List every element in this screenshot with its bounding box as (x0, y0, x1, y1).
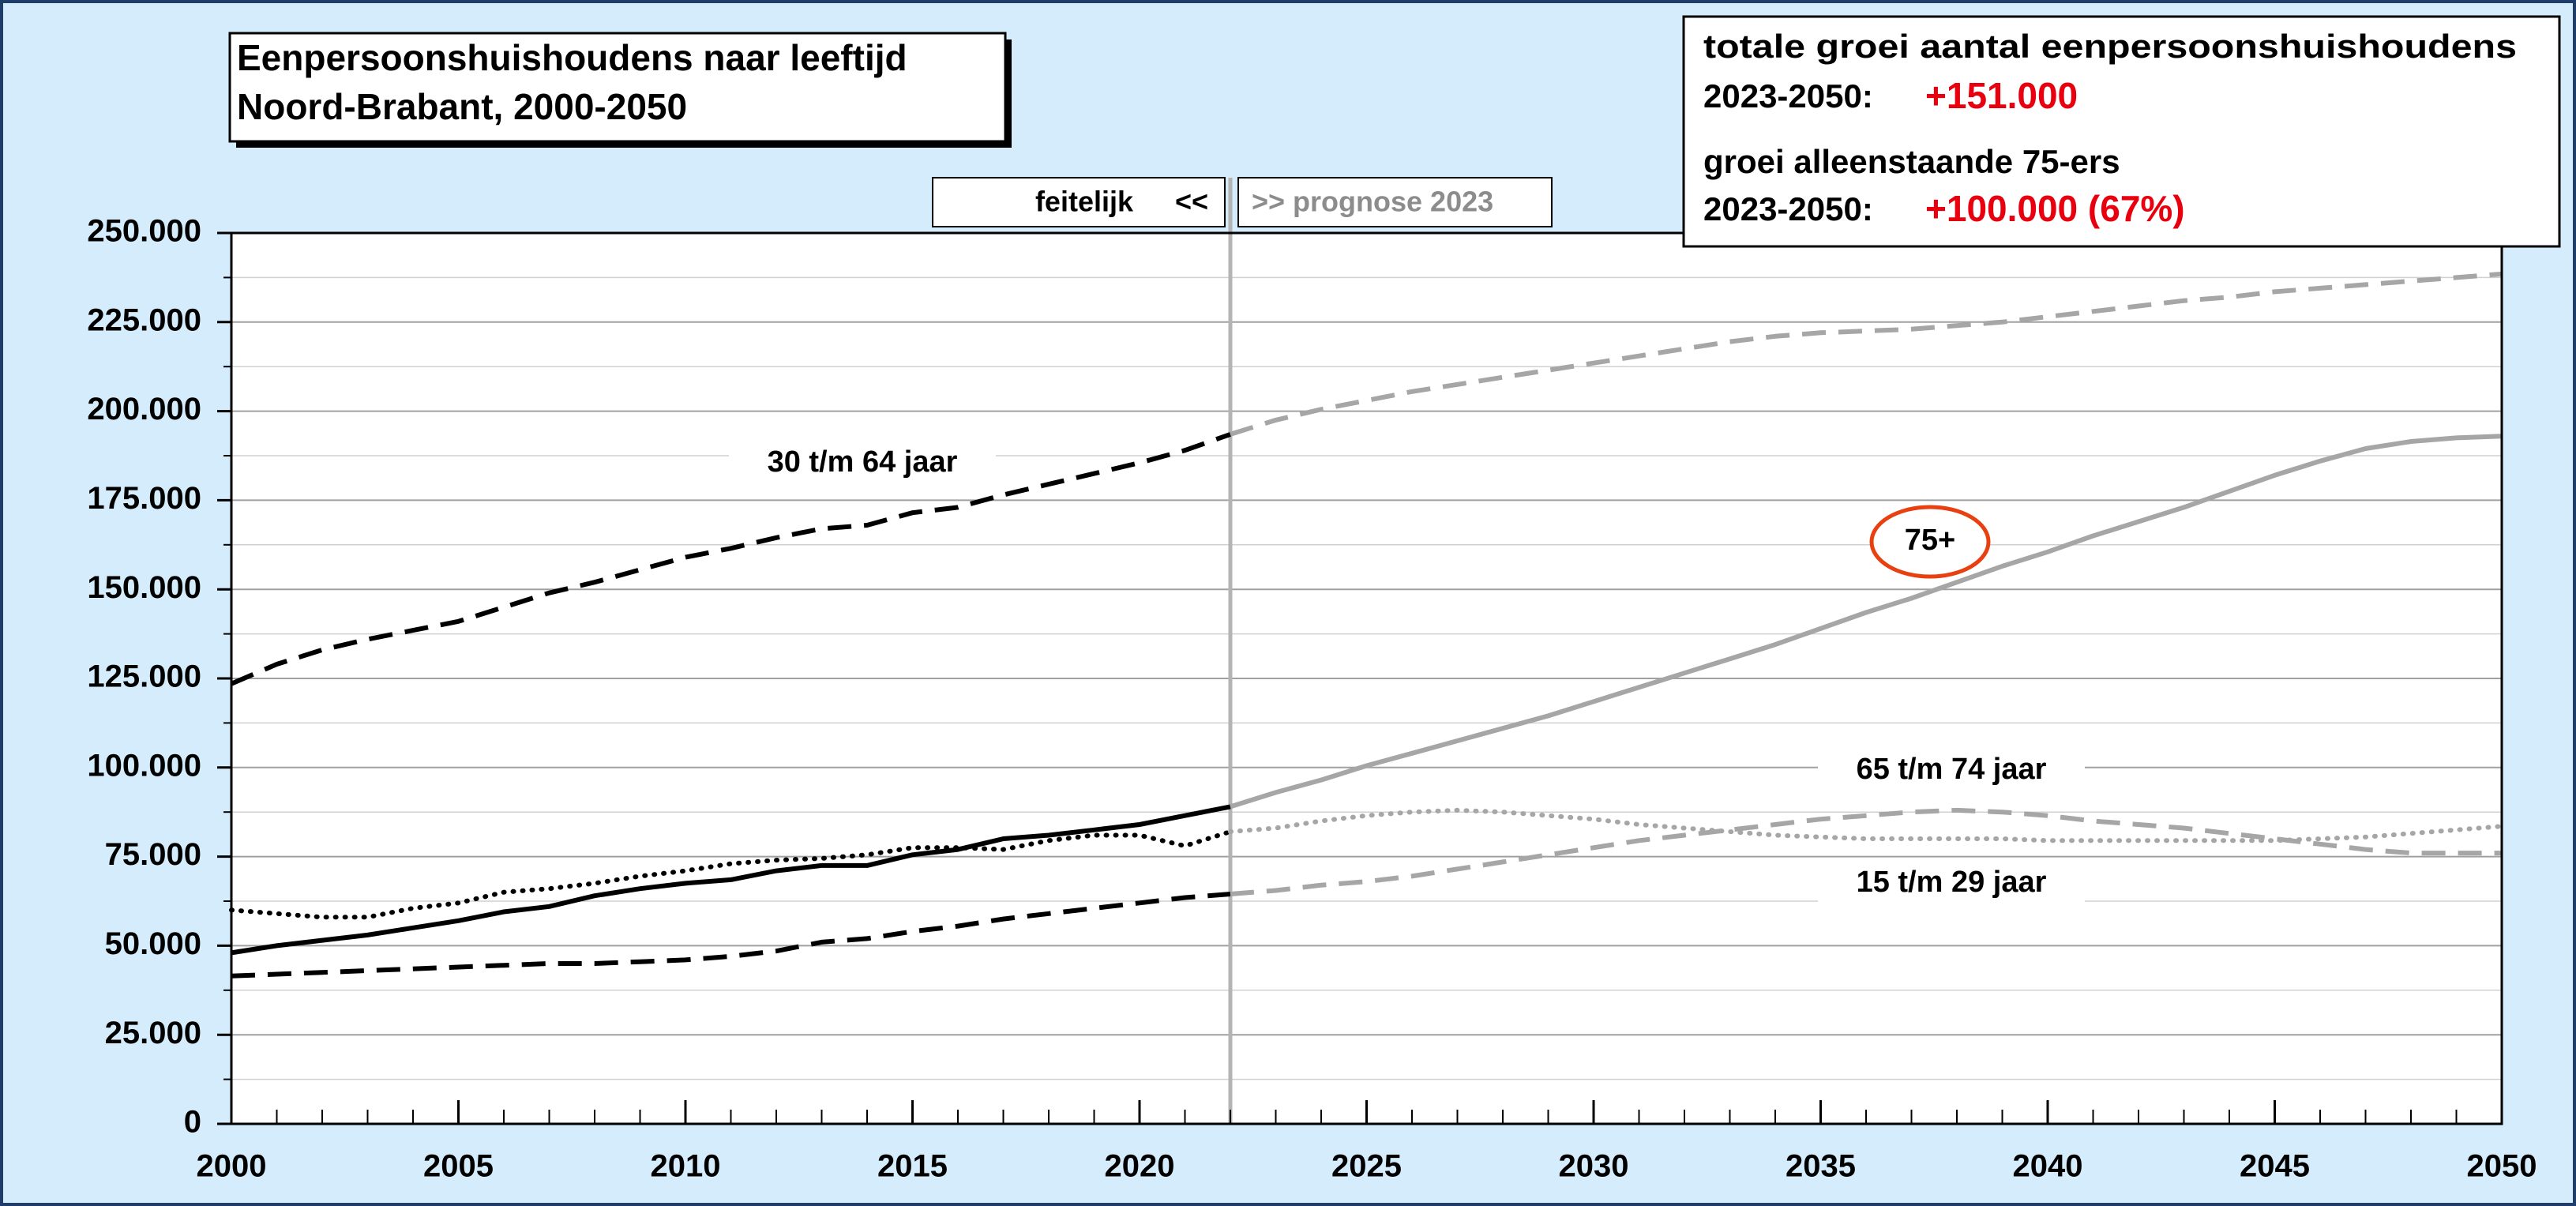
label-highlight (1869, 505, 1991, 579)
chart-title: Noord-Brabant, 2000-2050 (237, 86, 687, 127)
series-label: 15 t/m 29 jaar (1857, 866, 2047, 899)
x-tick-label: 2005 (423, 1149, 494, 1184)
info-box: totale groei aantal eenpersoonshuishoude… (1682, 15, 2561, 248)
period-labels: feitelijk << >> prognose 2023 (932, 177, 1553, 227)
info-value: +100.000 (67%) (1925, 188, 2185, 229)
x-tick-label: 2050 (2467, 1149, 2537, 1184)
x-tick-label: 2045 (2240, 1149, 2310, 1184)
label-background (729, 443, 996, 484)
actual-label: feitelijk (1035, 186, 1134, 218)
y-tick-label: 100.000 (87, 748, 201, 783)
series-line (231, 804, 1231, 956)
series-label: 65 t/m 74 jaar (1857, 753, 2047, 786)
series-line (231, 892, 1231, 979)
y-tick-label: 200.000 (87, 392, 201, 426)
title-frame (228, 32, 1007, 143)
x-tick-label: 2040 (2013, 1149, 2083, 1184)
annotations: 75+ 65 t/m 74 jaar 30 t/m 64 jaar 15 t/m 29… (729, 443, 2085, 904)
y-tick-label: 50.000 (105, 926, 201, 961)
grid (231, 232, 2502, 1125)
info-text: totale groei aantal eenpersoonshuishoude… (1703, 28, 2517, 65)
info-text: 2023-2050: (1703, 190, 1873, 227)
forecast-box (1237, 177, 1553, 227)
info-text: 2023-2050: (1703, 77, 1873, 115)
x-tick-label: 2000 (197, 1149, 267, 1184)
y-tick-label: 225.000 (87, 302, 201, 337)
y-tick-label: 75.000 (105, 837, 201, 872)
axes: 0 25.000 50.000 75.000 100.000 125.000 150.000… (87, 214, 2537, 1184)
y-tick-label: 250.000 (87, 214, 201, 249)
y-tick-label: 0 (184, 1105, 201, 1140)
actual-arrow: << (1175, 186, 1208, 218)
label-background (1818, 750, 2085, 791)
lines (229, 178, 2504, 1124)
actual-box (932, 177, 1226, 227)
info-text: groei alleenstaande 75-ers (1703, 143, 2120, 180)
series-label: 75+ (1905, 524, 1955, 557)
chart-title: Eenpersoonshuishoudens naar leeftijd (237, 37, 907, 78)
x-tick-label: 2015 (877, 1149, 948, 1184)
x-tick-label: 2025 (1331, 1149, 1402, 1184)
x-tick-label: 2020 (1105, 1149, 1175, 1184)
info-frame (1682, 15, 2561, 248)
series-line (230, 432, 1231, 686)
title-box: Eenpersoonshuishoudens naar leeftijd Noo… (228, 32, 1012, 148)
forecast-label: >> prognose 2023 (1252, 186, 1493, 218)
y-tick-label: 175.000 (87, 481, 201, 516)
x-tick-label: 2010 (651, 1149, 721, 1184)
series-line (1230, 271, 2503, 437)
x-tick-label: 2030 (1559, 1149, 1629, 1184)
x-tick-label: 2035 (1786, 1149, 1856, 1184)
y-tick-label: 25.000 (105, 1016, 201, 1050)
series-line (1230, 807, 2502, 896)
y-tick-label: 125.000 (87, 659, 201, 694)
info-value: +151.000 (1925, 75, 2078, 116)
series-label: 30 t/m 64 jaar (768, 445, 958, 479)
label-background (1818, 863, 2085, 904)
y-tick-label: 150.000 (87, 570, 201, 605)
series-line (1230, 434, 2503, 810)
series-line (229, 829, 1233, 920)
